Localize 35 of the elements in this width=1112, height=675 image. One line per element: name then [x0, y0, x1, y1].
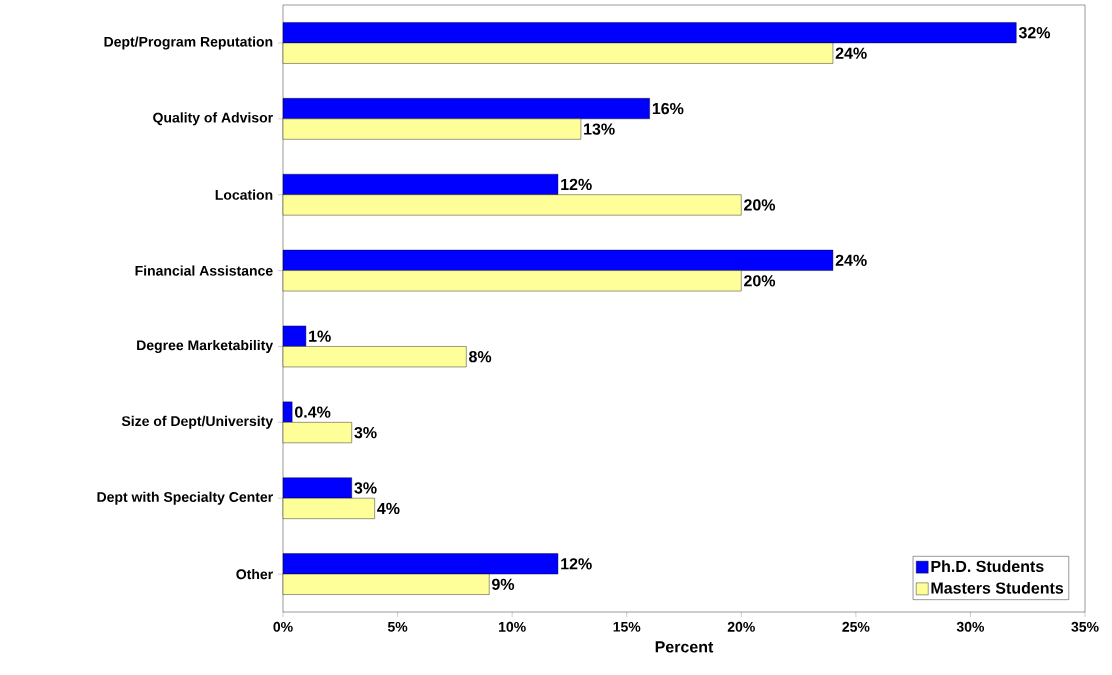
x-tick-label: 5% [387, 621, 408, 632]
legend-label: Ph.D. Students [931, 560, 1044, 573]
x-tick-label: 0% [273, 621, 293, 632]
x-tick-label: 15% [613, 621, 641, 632]
y-tick-label: Size of Dept/University [121, 415, 274, 429]
data-label: 32% [1018, 27, 1051, 39]
x-tick-label: 30% [956, 621, 985, 632]
y-tick-label: Dept/Program Reputation [104, 36, 273, 50]
x-tick-label: 20% [727, 621, 755, 632]
data-label: 20% [744, 275, 776, 287]
y-tick-label: Degree Marketability [137, 339, 274, 353]
data-label: 8% [469, 351, 492, 363]
x-tick-label: 10% [499, 621, 526, 632]
y-tick-label: Location [215, 189, 273, 200]
data-label: 16% [652, 102, 684, 115]
data-label: 3% [354, 482, 377, 494]
data-label: 12% [561, 178, 592, 191]
data-label: 24% [835, 254, 867, 266]
data-label: 12% [561, 558, 592, 570]
y-tick-label: Other [236, 568, 273, 580]
y-tick-label: Dept with Specialty Center [97, 491, 273, 505]
data-label: 20% [744, 199, 776, 211]
data-label: 24% [835, 47, 867, 59]
y-tick-label: Quality of Advisor [153, 112, 273, 126]
data-label: 13% [584, 123, 615, 135]
data-label: 9% [491, 578, 515, 590]
x-tick-label: 25% [842, 621, 870, 632]
data-label: 3% [354, 426, 377, 439]
data-label: 1% [309, 330, 331, 342]
y-tick-label: Financial Assistance [135, 265, 273, 276]
data-label: 0.4% [295, 406, 331, 418]
x-axis-title: Percent [655, 641, 714, 653]
data-label: 4% [377, 502, 400, 515]
legend-label: Masters Students [931, 581, 1064, 594]
x-tick-label: 35% [1071, 621, 1099, 632]
